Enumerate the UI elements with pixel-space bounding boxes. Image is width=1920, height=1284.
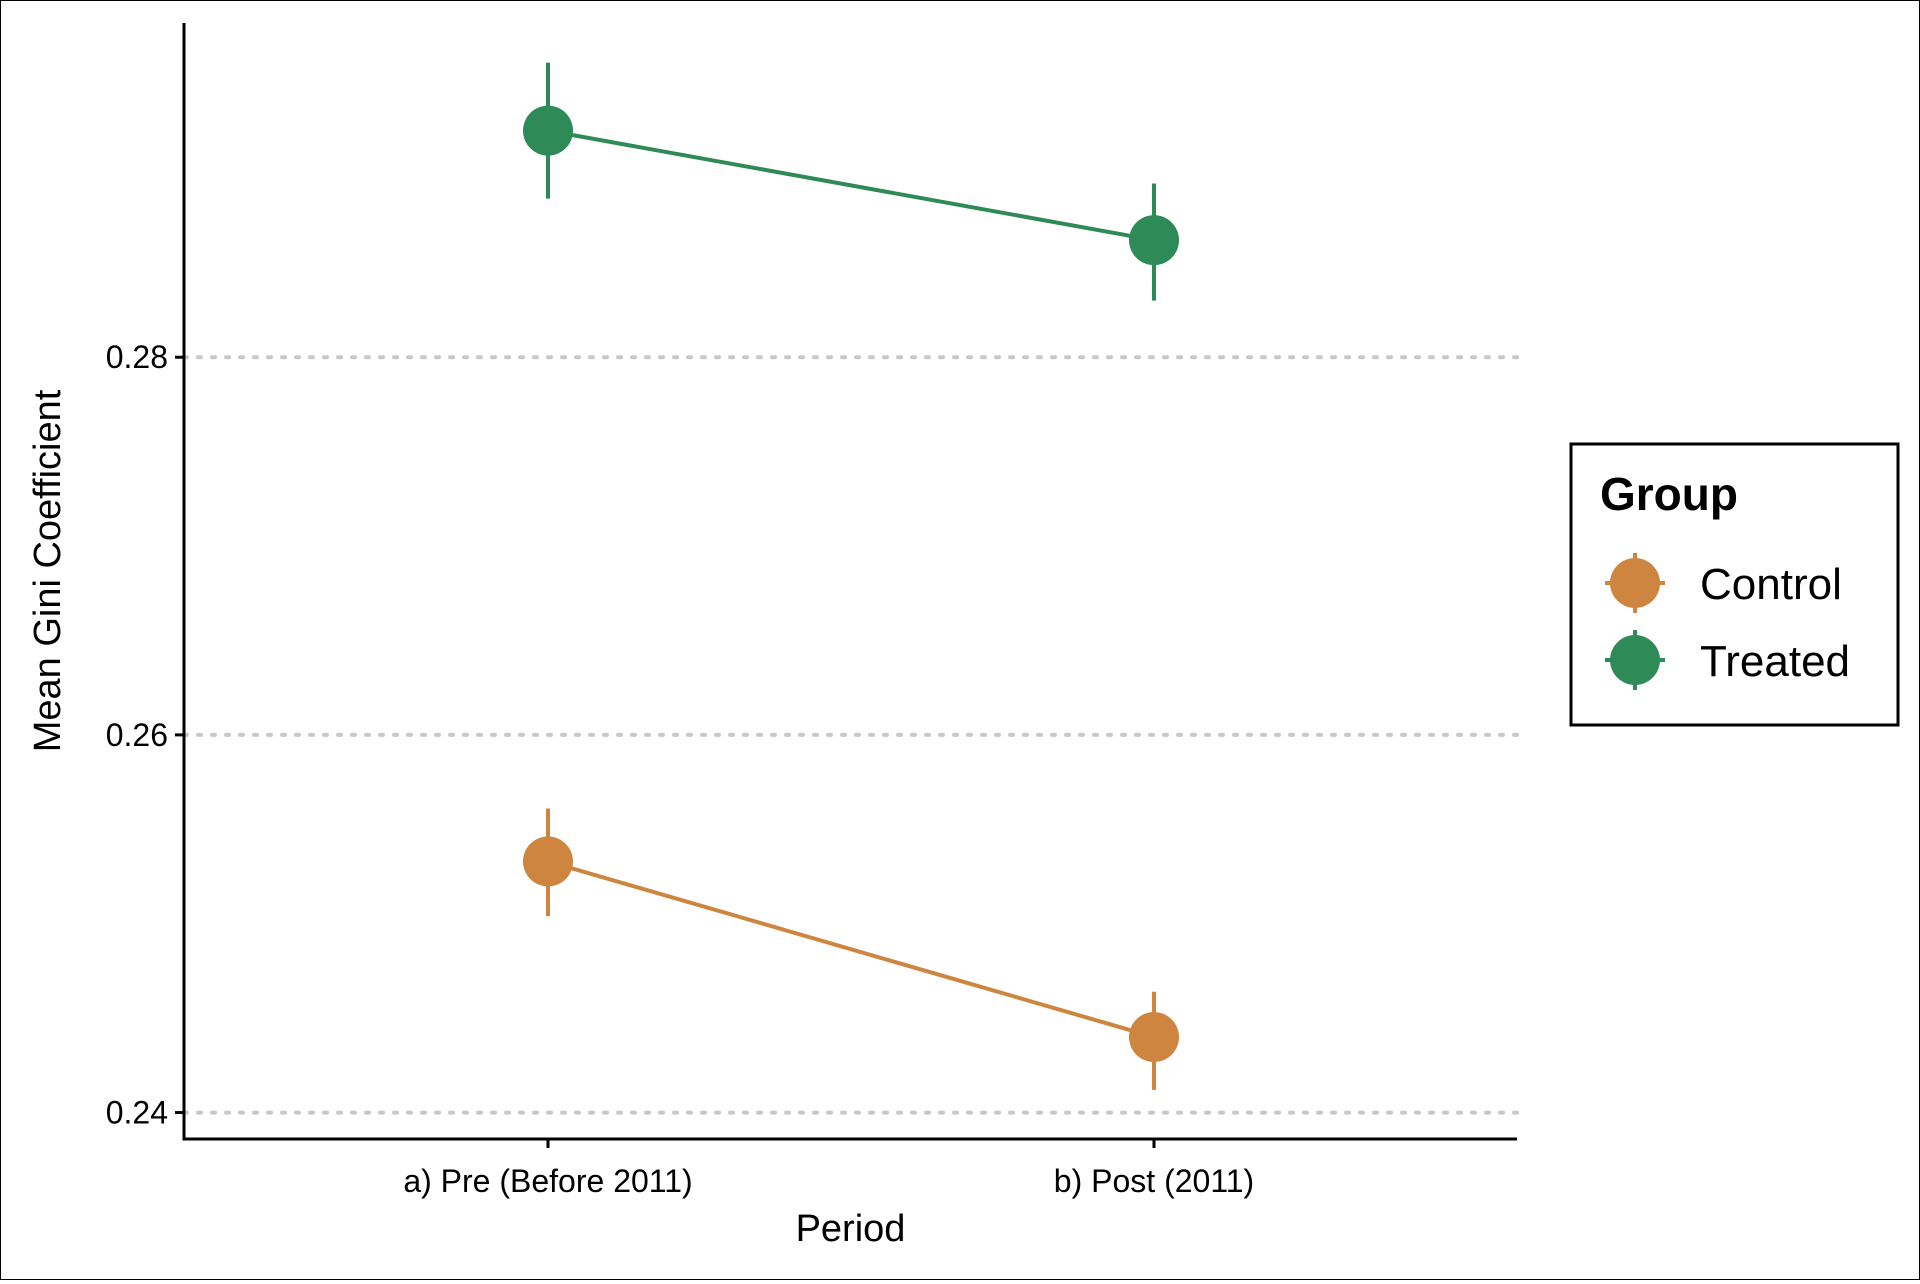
legend-item-treated: Treated xyxy=(1605,630,1850,690)
data-point xyxy=(523,105,573,156)
series-line xyxy=(547,128,1155,243)
x-ticks: a) Pre (Before 2011) b) Post (2011) xyxy=(403,1139,1254,1199)
legend: Group Control Treated xyxy=(1569,442,1900,727)
x-tick-label: a) Pre (Before 2011) xyxy=(403,1163,692,1199)
y-axis-title: Mean Gini Coefficient xyxy=(27,389,69,752)
legend-key-point xyxy=(1610,558,1660,608)
series-control xyxy=(523,808,1179,1090)
y-tick-label: 0.28 xyxy=(106,339,168,375)
data-point xyxy=(1129,215,1179,266)
legend-item-control: Control xyxy=(1605,553,1842,613)
gridlines xyxy=(182,355,1519,1115)
legend-label: Treated xyxy=(1700,637,1850,686)
legend-key-point xyxy=(1610,635,1660,685)
y-tick-label: 0.24 xyxy=(106,1095,168,1131)
data-point xyxy=(1129,1012,1179,1063)
legend-items: Control Treated xyxy=(1605,553,1850,690)
series-treated xyxy=(523,62,1179,301)
axes xyxy=(182,23,1517,1141)
legend-title: Group xyxy=(1600,468,1738,520)
series-layer xyxy=(523,62,1179,1090)
data-point xyxy=(523,836,573,887)
x-tick-label: b) Post (2011) xyxy=(1054,1163,1254,1199)
y-tick-label: 0.26 xyxy=(106,717,168,753)
series-line xyxy=(547,859,1155,1039)
legend-label: Control xyxy=(1700,560,1842,609)
x-axis-title: Period xyxy=(796,1208,906,1250)
y-ticks: 0.24 0.26 0.28 xyxy=(106,339,184,1131)
